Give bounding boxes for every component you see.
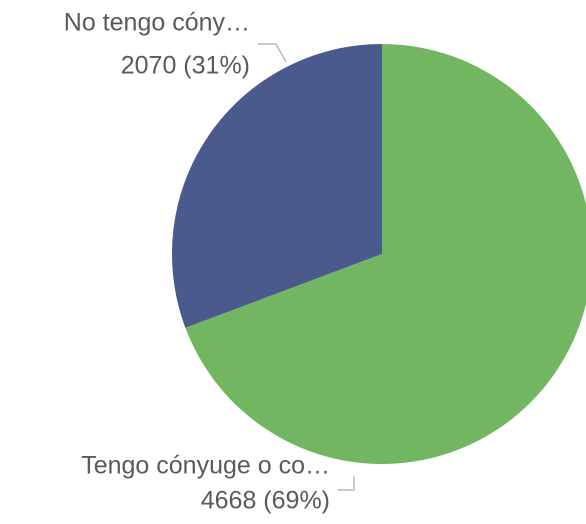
slice-label: Tengo cónyuge o co… <box>81 452 330 480</box>
pie-slice <box>171 44 382 328</box>
slice-label: No tengo cóny… <box>64 9 250 37</box>
slice-value-label: 2070 (31%) <box>121 52 250 80</box>
leader-line <box>258 43 287 63</box>
leader-line <box>338 476 355 491</box>
slice-value-label: 4668 (69%) <box>201 487 330 515</box>
pie-slice <box>185 44 586 464</box>
